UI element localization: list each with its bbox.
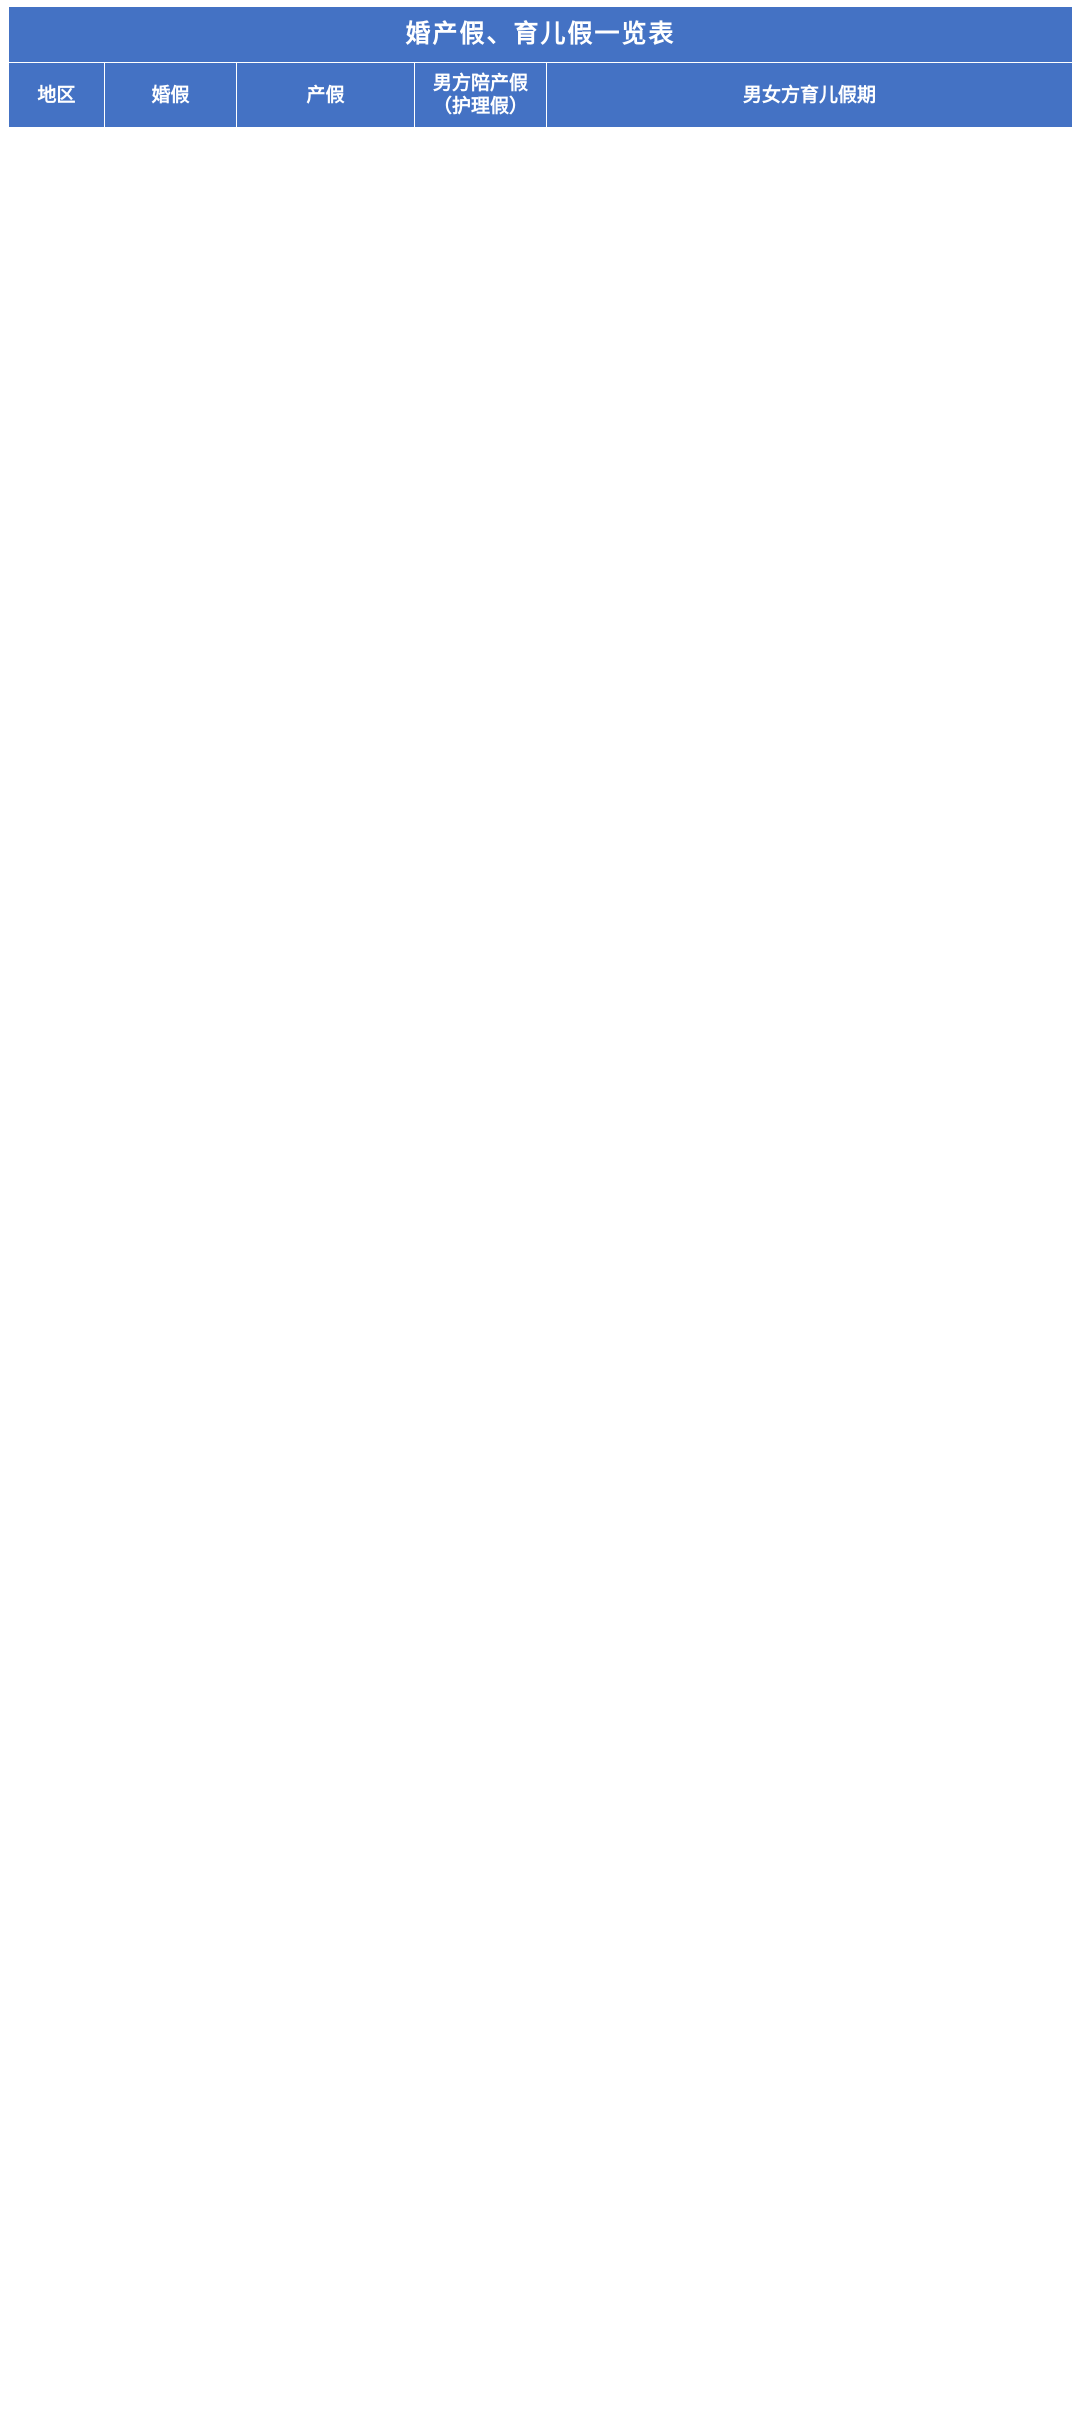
column-header-marriage: 婚假 — [104, 61, 237, 129]
column-header-paternity: 男方陪产假（护理假） — [414, 61, 547, 129]
column-header-paternity-line1: 男方陪产假 — [432, 73, 528, 94]
header-row: 地区 婚假 产假 男方陪产假（护理假） 男女方育儿假期 — [8, 61, 1073, 129]
leave-table-sheet: 婚产假、育儿假一览表 地区 婚假 产假 男方陪产假（护理假） 男女方育儿假期 — [0, 0, 1080, 137]
leave-table: 婚产假、育儿假一览表 地区 婚假 产假 男方陪产假（护理假） 男女方育儿假期 — [8, 6, 1073, 129]
table-head: 婚产假、育儿假一览表 地区 婚假 产假 男方陪产假（护理假） 男女方育儿假期 — [8, 6, 1073, 129]
column-header-maternity: 产假 — [236, 61, 415, 129]
title-row: 婚产假、育儿假一览表 — [8, 6, 1073, 63]
page-title: 婚产假、育儿假一览表 — [8, 6, 1073, 63]
column-header-childcare: 男女方育儿假期 — [546, 61, 1073, 129]
column-header-region: 地区 — [8, 61, 105, 129]
column-header-paternity-line2: （护理假） — [432, 96, 528, 118]
